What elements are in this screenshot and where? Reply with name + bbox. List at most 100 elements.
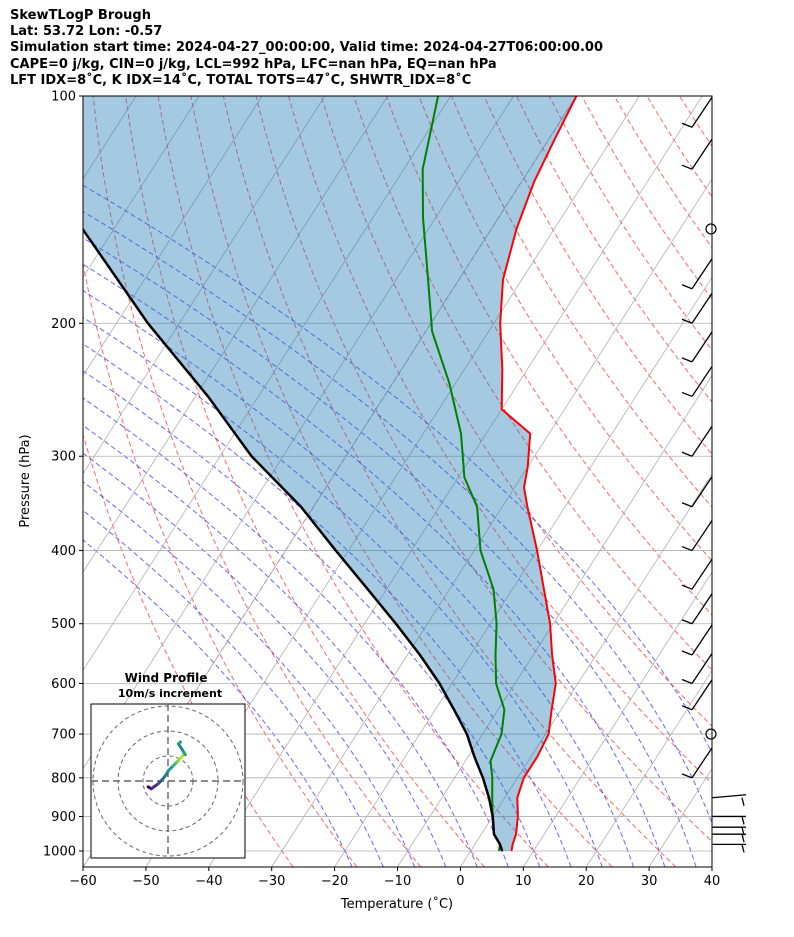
- wind-barb: [712, 826, 746, 836]
- y-tick-label: 600: [51, 677, 76, 692]
- wind-barb: [681, 593, 713, 625]
- barb-staff: [691, 520, 713, 551]
- wind-barb: [681, 520, 713, 552]
- dry-adiabat: [83, 261, 358, 867]
- x-tick-label: −20: [321, 874, 348, 889]
- y-tick-label: 700: [51, 728, 76, 743]
- chart-title: SkewTLogP Brough: [10, 8, 151, 23]
- dewpoint-line: [421, 96, 506, 852]
- barb-flag: [681, 705, 693, 711]
- barb-flag: [681, 357, 693, 363]
- moist-adiabat: [83, 397, 509, 867]
- barb-flag: [741, 797, 745, 806]
- dry-adiabat: [190, 96, 613, 867]
- isotherm-gridline: [334, 276, 712, 867]
- dry-adiabat: [157, 96, 549, 867]
- barb-flag: [681, 619, 693, 625]
- parcel-line: [83, 227, 504, 852]
- wind-barb: [681, 624, 713, 656]
- isotherm-gridline: [83, 96, 200, 279]
- isotherm-gridline: [522, 571, 712, 867]
- barb-staff: [691, 425, 713, 457]
- dry-adiabat: [288, 96, 712, 784]
- location-line: Lat: 53.72 Lon: -0.57: [10, 24, 163, 40]
- time-line: Simulation start time: 2024-04-27_00:00:…: [10, 40, 603, 56]
- barb-flag: [681, 678, 693, 685]
- thermo-guides: [83, 96, 794, 867]
- moist-adiabat: [83, 184, 712, 754]
- isotherm-gridline: [83, 96, 326, 475]
- x-tick-label: −40: [195, 874, 222, 889]
- barb-flag: [681, 391, 693, 398]
- isotherm-gridline: [711, 866, 712, 867]
- temperature-line: [499, 96, 578, 852]
- y-tick-label: 200: [51, 317, 76, 332]
- barb-flag: [681, 650, 693, 656]
- isotherm-gridline: [0, 96, 73, 867]
- isotherm-gridline: [271, 178, 712, 867]
- calm-circle: [705, 728, 717, 740]
- barb-staff: [691, 366, 713, 397]
- y-tick-label: 900: [51, 810, 76, 825]
- hodograph-inset: [90, 703, 246, 859]
- calm-circle: [705, 223, 717, 235]
- moist-adiabat: [83, 452, 447, 867]
- wind-barb: [681, 679, 713, 711]
- isotherm-gridline: [397, 374, 712, 867]
- moist-adiabat: [83, 290, 634, 867]
- x-tick-label: −50: [132, 874, 159, 889]
- barb-staff: [691, 258, 713, 290]
- barb-flag: [741, 844, 745, 853]
- moist-adiabat: [83, 370, 541, 867]
- hodograph-title: Wind Profile: [125, 671, 208, 685]
- dry-adiabat: [92, 96, 422, 867]
- barb-flag: [681, 318, 693, 324]
- wind-barb: [681, 292, 713, 324]
- dry-adiabat: [711, 96, 712, 97]
- y-tick-label: 400: [51, 544, 76, 559]
- moist-adiabat: [83, 539, 353, 867]
- stability-line: LFT IDX=8˚C, K IDX=14˚C, TOTAL TOTS=47˚C…: [10, 72, 472, 88]
- wind-barb: [681, 425, 713, 457]
- dry-adiabat: [777, 96, 794, 867]
- cape-fill: [83, 96, 577, 851]
- chart-title-block: SkewTLogP Brough Lat: 53.72 Lon: -0.57 S…: [10, 8, 603, 89]
- wind-barb: [681, 258, 713, 290]
- moist-adiabat: [83, 481, 416, 867]
- dry-adiabat: [83, 432, 294, 867]
- barb-staff: [691, 653, 713, 684]
- profile-lines: [83, 96, 578, 852]
- wind-barb: [681, 138, 713, 170]
- barb-staff: [691, 138, 713, 170]
- x-tick-label: 40: [704, 874, 721, 889]
- isotherm-gridline: [83, 96, 389, 573]
- barb-staff: [691, 96, 713, 128]
- wind-barb: [705, 728, 717, 740]
- moist-adiabat: [83, 509, 384, 867]
- wind-barb: [712, 815, 746, 825]
- x-tick-label: 10: [515, 874, 532, 889]
- x-axis-label: Temperature (˚C): [340, 896, 453, 912]
- x-tick-label: −30: [258, 874, 285, 889]
- x-tick-label: 20: [578, 874, 595, 889]
- barb-staff: [691, 292, 713, 324]
- wind-barb: [712, 843, 746, 853]
- barb-flag: [741, 816, 745, 825]
- x-tick-label: 30: [641, 874, 658, 889]
- isotherm-gridline: [0, 96, 10, 867]
- barb-staff: [711, 794, 747, 799]
- hodograph-segment: [176, 740, 182, 746]
- cape-shading: [83, 96, 577, 851]
- barb-staff: [691, 476, 713, 508]
- moist-adiabat: [83, 263, 666, 867]
- barb-staff: [691, 679, 713, 711]
- barb-flag: [741, 827, 745, 836]
- wind-barb: [681, 558, 713, 590]
- barb-flag: [681, 773, 693, 779]
- x-tick-label: −10: [384, 874, 411, 889]
- barb-flag: [681, 284, 693, 290]
- wind-barb: [681, 331, 713, 363]
- barb-flag: [681, 122, 693, 128]
- barb-staff: [691, 331, 713, 363]
